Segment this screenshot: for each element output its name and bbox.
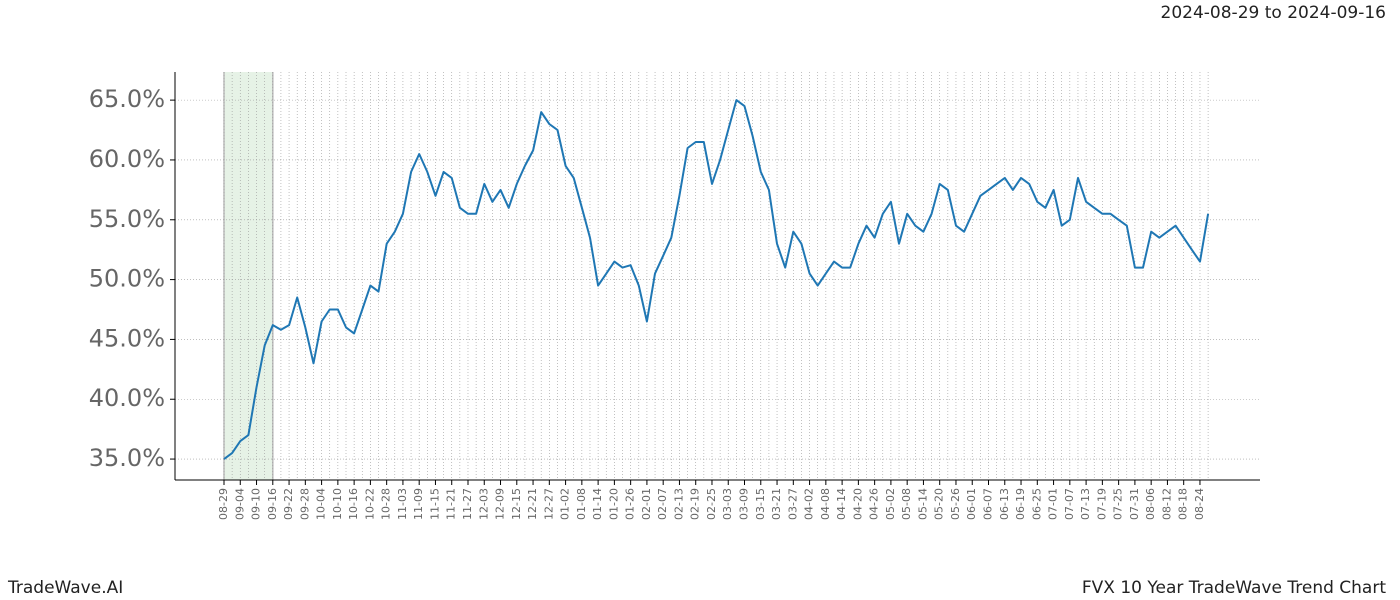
x-tick-label: 03-03 <box>721 488 734 520</box>
x-tick-label: 02-07 <box>656 488 669 520</box>
x-tick-label: 04-14 <box>835 488 848 520</box>
x-tick-label: 12-15 <box>510 488 523 520</box>
brand: TradeWave.AI <box>7 578 123 598</box>
x-tick-label: 02-13 <box>672 488 685 520</box>
x-tick-label: 07-25 <box>1112 488 1125 520</box>
x-tick-label: 01-20 <box>607 488 620 520</box>
x-tick-label: 12-03 <box>477 488 490 520</box>
x-tick-label: 08-06 <box>1144 488 1157 520</box>
chart-subtitle: 2024-08-29 to 2024-09-16 <box>1161 3 1386 23</box>
trend-line <box>223 99 1210 460</box>
x-tick-label: 11-09 <box>412 488 425 520</box>
x-tick-label: 05-26 <box>949 488 962 520</box>
x-tick-label: 08-24 <box>1193 488 1206 520</box>
x-tick-label: 09-28 <box>298 488 311 520</box>
x-tick-label: 04-26 <box>868 488 881 520</box>
y-tick-label: 60.0% <box>89 145 165 173</box>
x-tick-label: 06-13 <box>998 488 1011 520</box>
x-tick-label: 01-14 <box>591 488 604 520</box>
x-tick-label: 02-01 <box>640 488 653 520</box>
x-tick-label: 01-08 <box>575 488 588 520</box>
x-tick-label: 03-09 <box>738 488 751 520</box>
chart-title: FVX 10 Year TradeWave Trend Chart <box>1082 578 1386 598</box>
x-tick-label: 07-31 <box>1128 488 1141 520</box>
x-tick-label: 06-19 <box>1014 488 1027 520</box>
x-tick-label: 07-01 <box>1047 488 1060 520</box>
x-tick-label: 11-27 <box>461 488 474 520</box>
x-tick-label: 11-15 <box>428 488 441 520</box>
x-tick-label: 07-13 <box>1079 488 1092 520</box>
x-tick-label: 01-02 <box>559 488 572 520</box>
y-tick-label: 35.0% <box>89 444 165 472</box>
x-tick-label: 12-27 <box>542 488 555 520</box>
x-tick-label: 02-25 <box>705 488 718 520</box>
x-tick-label: 10-16 <box>347 488 360 520</box>
y-tick-label: 45.0% <box>89 324 165 352</box>
x-tick-label: 12-21 <box>526 488 539 520</box>
x-tick-label: 03-27 <box>786 488 799 520</box>
x-tick-label: 07-19 <box>1095 488 1108 520</box>
x-tick-label: 09-22 <box>282 488 295 520</box>
x-tick-label: 09-10 <box>250 488 263 520</box>
x-tick-label: 05-14 <box>916 488 929 520</box>
x-tick-label: 04-02 <box>803 488 816 520</box>
x-tick-label: 05-08 <box>900 488 913 520</box>
x-tick-label: 08-12 <box>1160 488 1173 520</box>
x-tick-label: 10-04 <box>315 488 328 520</box>
y-tick-label: 40.0% <box>89 384 165 412</box>
x-tick-label: 08-29 <box>217 488 230 520</box>
y-tick-label: 50.0% <box>89 265 165 293</box>
x-tick-label: 12-09 <box>494 488 507 520</box>
x-tick-label: 07-07 <box>1063 488 1076 520</box>
x-tick-label: 08-18 <box>1177 488 1190 520</box>
x-tick-label: 10-28 <box>380 488 393 520</box>
x-tick-label: 06-25 <box>1030 488 1043 520</box>
x-tick-label: 02-19 <box>689 488 702 520</box>
x-tick-label: 04-20 <box>851 488 864 520</box>
x-tick-label: 09-04 <box>233 488 246 520</box>
x-tick-label: 05-02 <box>884 488 897 520</box>
x-tick-label: 11-03 <box>396 488 409 520</box>
y-tick-label: 55.0% <box>89 205 165 233</box>
x-tick-label: 03-15 <box>754 488 767 520</box>
x-tick-label: 03-21 <box>770 488 783 520</box>
x-tick-label: 05-20 <box>933 488 946 520</box>
x-tick-label: 06-01 <box>965 488 978 520</box>
x-tick-label: 10-10 <box>331 488 344 520</box>
x-tick-label: 01-26 <box>624 488 637 520</box>
x-tick-label: 04-08 <box>819 488 832 520</box>
y-tick-label: 65.0% <box>89 85 165 113</box>
x-tick-label: 09-16 <box>266 488 279 520</box>
x-tick-label: 10-22 <box>363 488 376 520</box>
x-tick-label: 11-21 <box>445 488 458 520</box>
x-tick-label: 06-07 <box>982 488 995 520</box>
